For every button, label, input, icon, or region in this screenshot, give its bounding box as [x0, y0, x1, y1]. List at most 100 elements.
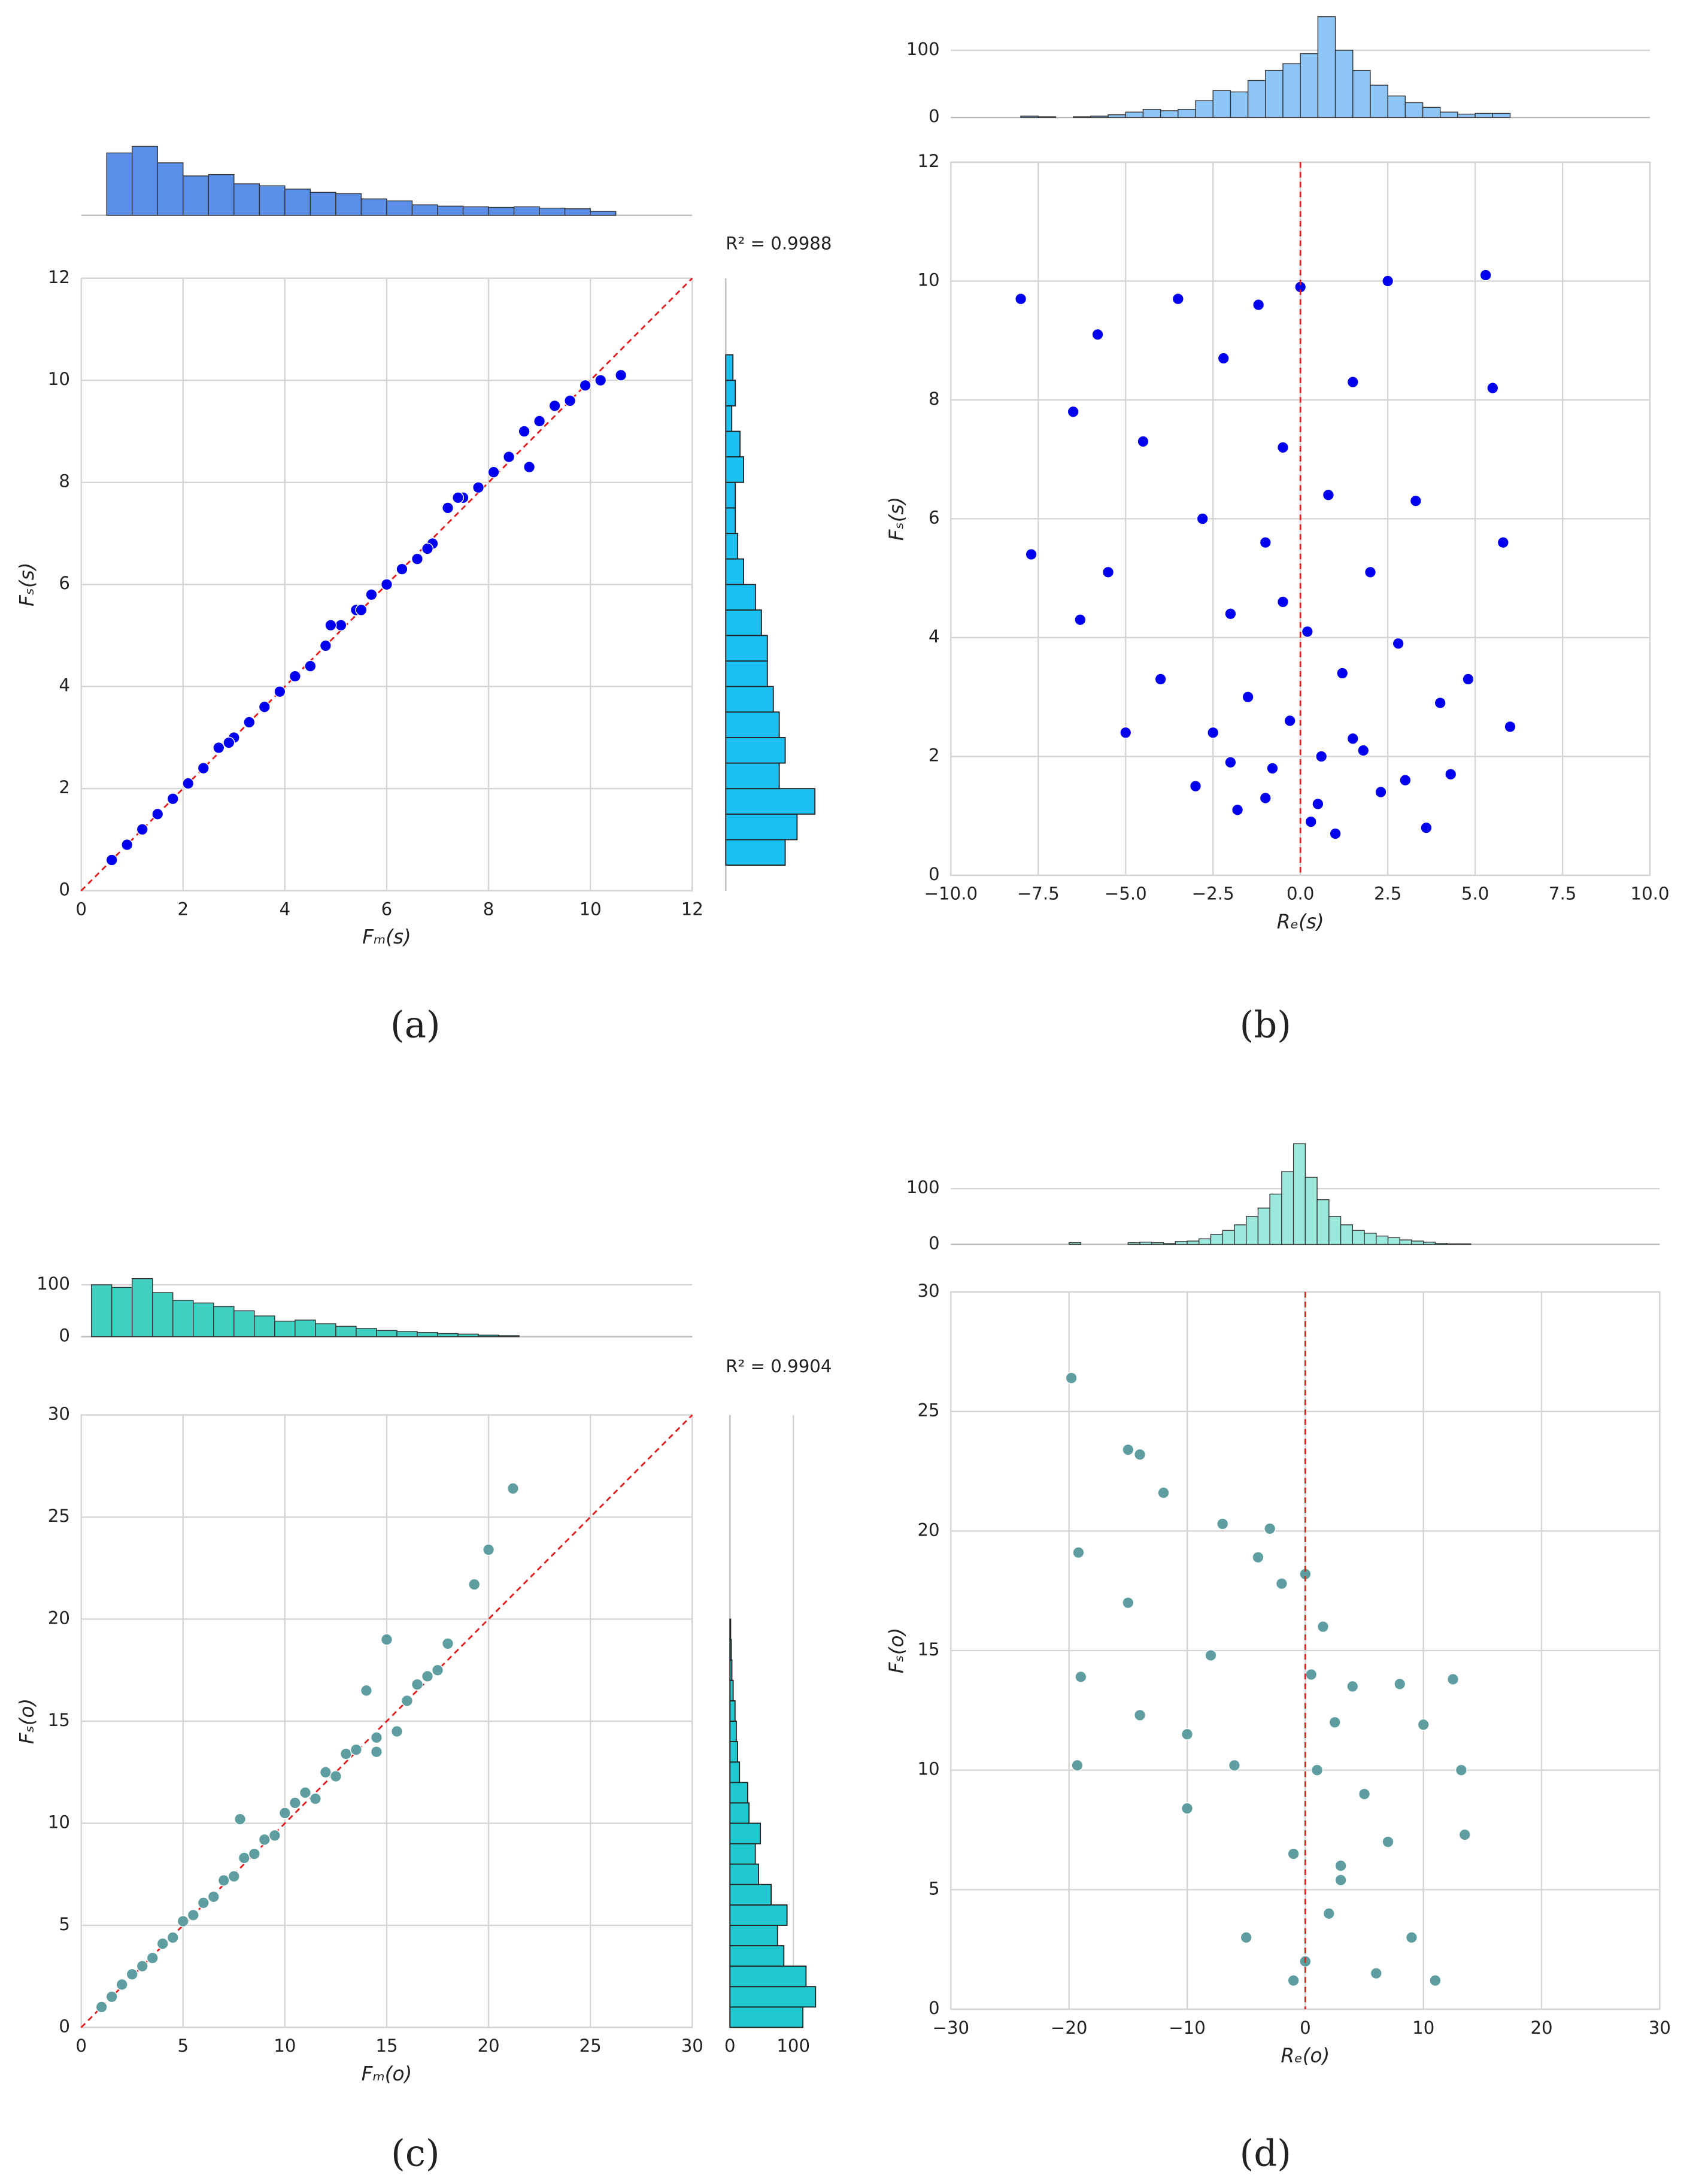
y-tick-label: 0 — [929, 1233, 940, 1254]
y-tick-label: 100 — [37, 1273, 70, 1294]
point — [1276, 441, 1290, 454]
x-tick-label: 0.0 — [1287, 884, 1314, 904]
point — [1134, 1448, 1146, 1461]
point — [441, 1637, 454, 1650]
y-axis-label: Fₛ(s) — [16, 562, 38, 606]
y-tick-label: 30 — [917, 1281, 939, 1301]
hist-bar — [729, 1741, 738, 1763]
y-tick-label: 25 — [917, 1400, 939, 1421]
point — [1375, 785, 1387, 799]
point — [278, 1807, 291, 1819]
hist-bar — [1265, 69, 1284, 118]
x-tick-label: 12 — [681, 899, 703, 919]
point — [1205, 1649, 1217, 1662]
point — [483, 1543, 495, 1556]
point — [95, 2001, 108, 2013]
point — [1224, 756, 1237, 769]
point — [1346, 732, 1359, 745]
point — [319, 639, 332, 652]
point — [421, 542, 434, 555]
hist-bar — [172, 1300, 194, 1337]
x-tick-label: 15 — [375, 2036, 398, 2056]
y-tick-label: 5 — [59, 1914, 70, 1934]
y-tick-label: 4 — [59, 675, 70, 696]
point — [1119, 726, 1132, 739]
point — [324, 619, 337, 632]
y-axis-label: Fₛ(o) — [885, 1628, 908, 1674]
point — [1434, 697, 1446, 709]
point — [1447, 1673, 1460, 1685]
point — [136, 1960, 148, 1973]
point — [1382, 1836, 1394, 1848]
point — [1370, 1967, 1382, 1980]
hist-bar — [725, 813, 798, 841]
x-tick-label: 100 — [776, 2036, 810, 2056]
x-tick-label: 10 — [274, 2036, 296, 2056]
hist-bar — [1376, 1235, 1389, 1245]
x-tick-label: −5.0 — [1105, 884, 1147, 904]
hist-bar — [274, 1321, 296, 1337]
point — [248, 1848, 260, 1860]
point — [1242, 691, 1254, 703]
point — [355, 603, 368, 616]
point — [289, 670, 301, 682]
hist-bar — [725, 737, 786, 764]
point — [146, 1952, 159, 1964]
point — [1458, 1828, 1471, 1841]
point — [299, 1786, 311, 1799]
hist-bar — [539, 207, 566, 216]
point — [1479, 269, 1492, 281]
point — [182, 777, 195, 790]
point — [370, 1731, 383, 1744]
hist-bar — [725, 430, 741, 458]
hist-bar — [1316, 1199, 1330, 1245]
point — [1329, 827, 1342, 840]
hist-bar — [90, 1284, 113, 1337]
point — [233, 1813, 247, 1825]
point — [1122, 1443, 1134, 1456]
hist-bar — [1139, 1242, 1152, 1245]
hist-bar — [1399, 1239, 1412, 1245]
point — [1417, 1718, 1430, 1731]
hist-bar — [590, 211, 617, 216]
x-tick-label: 25 — [580, 2036, 602, 2056]
x-tick-label: −30 — [933, 2018, 970, 2038]
hist-bar — [1423, 1242, 1436, 1245]
point — [1334, 1874, 1347, 1886]
hist-bar — [1281, 1171, 1294, 1245]
point — [1134, 1709, 1146, 1721]
hist-bar — [513, 206, 540, 216]
y-tick-label: 20 — [917, 1519, 939, 1540]
hist-bar — [157, 162, 184, 216]
point — [468, 1578, 481, 1591]
y-tick-label: 10 — [917, 1759, 939, 1779]
point — [1216, 1518, 1229, 1530]
point — [533, 415, 546, 427]
y-tick-label: 100 — [906, 39, 940, 59]
hist-bar — [1334, 50, 1354, 118]
hist-bar — [725, 660, 768, 687]
point — [156, 1937, 169, 1950]
y-axis-label: Fₛ(o) — [16, 1698, 38, 1745]
annotation: R² = 0.9904 — [726, 1356, 832, 1376]
hist-bar — [376, 1330, 398, 1337]
point — [1172, 293, 1184, 305]
y-tick-label: 10 — [917, 269, 939, 290]
point — [121, 838, 134, 851]
hist-bar — [208, 174, 235, 216]
point — [1358, 1788, 1371, 1800]
hist-bar — [729, 1679, 734, 1701]
point — [197, 762, 210, 775]
hist-bar — [1245, 1216, 1259, 1245]
point — [268, 1829, 281, 1842]
point — [1328, 1716, 1341, 1728]
point — [1266, 762, 1279, 775]
point — [1301, 626, 1313, 638]
hist-bar — [1108, 114, 1126, 118]
x-tick-label: 10 — [1412, 2018, 1434, 2038]
hist-bar — [259, 185, 286, 216]
hist-bar — [729, 1822, 761, 1845]
hist-bar — [1160, 110, 1179, 118]
point — [523, 461, 536, 474]
